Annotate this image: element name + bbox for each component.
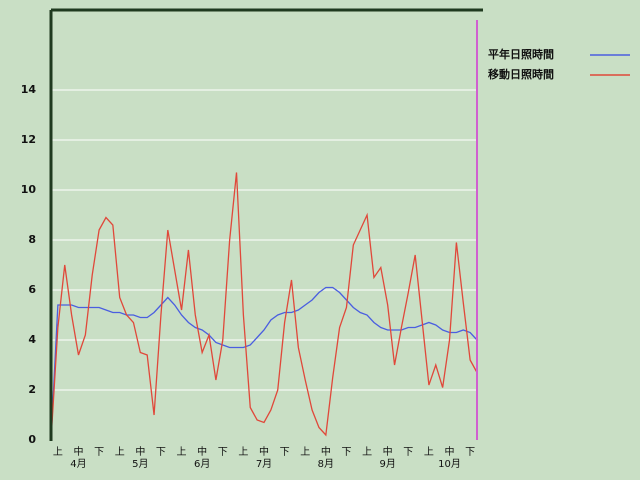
y-tick-label: 0 <box>28 433 36 446</box>
x-tick-label: 中 <box>321 445 331 458</box>
x-tick-label: 上 <box>362 446 372 458</box>
x-tick-label: 中 <box>135 445 145 458</box>
y-tick-label: 2 <box>28 383 36 396</box>
x-tick-label: 下 <box>465 447 475 458</box>
x-tick-label: 上 <box>424 446 434 458</box>
x-tick-label: 下 <box>156 447 166 458</box>
x-tick-label: 下 <box>218 447 228 458</box>
series-line <box>50 172 478 441</box>
x-tick-label: 上 <box>177 446 187 458</box>
y-tick-label: 8 <box>28 233 36 246</box>
x-tick-label: 中 <box>73 445 83 458</box>
month-label: 6月 <box>194 458 210 470</box>
legend-label: 平年日照時間 <box>488 47 554 61</box>
y-tick-label: 4 <box>28 333 36 346</box>
series-line <box>50 286 478 441</box>
y-tick-label: 14 <box>21 83 37 96</box>
x-tick-label: 下 <box>341 447 351 458</box>
x-tick-label: 中 <box>383 445 393 458</box>
x-tick-label: 中 <box>259 445 269 458</box>
y-tick-label: 12 <box>21 133 36 146</box>
month-label: 9月 <box>379 458 395 470</box>
x-tick-label: 中 <box>445 445 455 458</box>
month-label: 4月 <box>70 458 86 470</box>
month-label: 5月 <box>132 458 148 470</box>
x-tick-label: 下 <box>94 447 104 458</box>
x-tick-label: 上 <box>115 446 125 458</box>
month-label: 7月 <box>256 458 272 470</box>
month-label: 10月 <box>438 458 461 470</box>
month-label: 8月 <box>318 458 334 470</box>
legend-label: 移動日照時間 <box>488 67 554 81</box>
y-tick-label: 10 <box>21 183 37 196</box>
x-tick-label: 下 <box>403 447 413 458</box>
x-tick-label: 下 <box>280 447 290 458</box>
x-tick-label: 上 <box>300 446 310 458</box>
y-tick-label: 6 <box>28 283 36 296</box>
x-tick-label: 上 <box>53 446 63 458</box>
x-tick-label: 上 <box>238 446 248 458</box>
x-tick-label: 中 <box>197 445 207 458</box>
